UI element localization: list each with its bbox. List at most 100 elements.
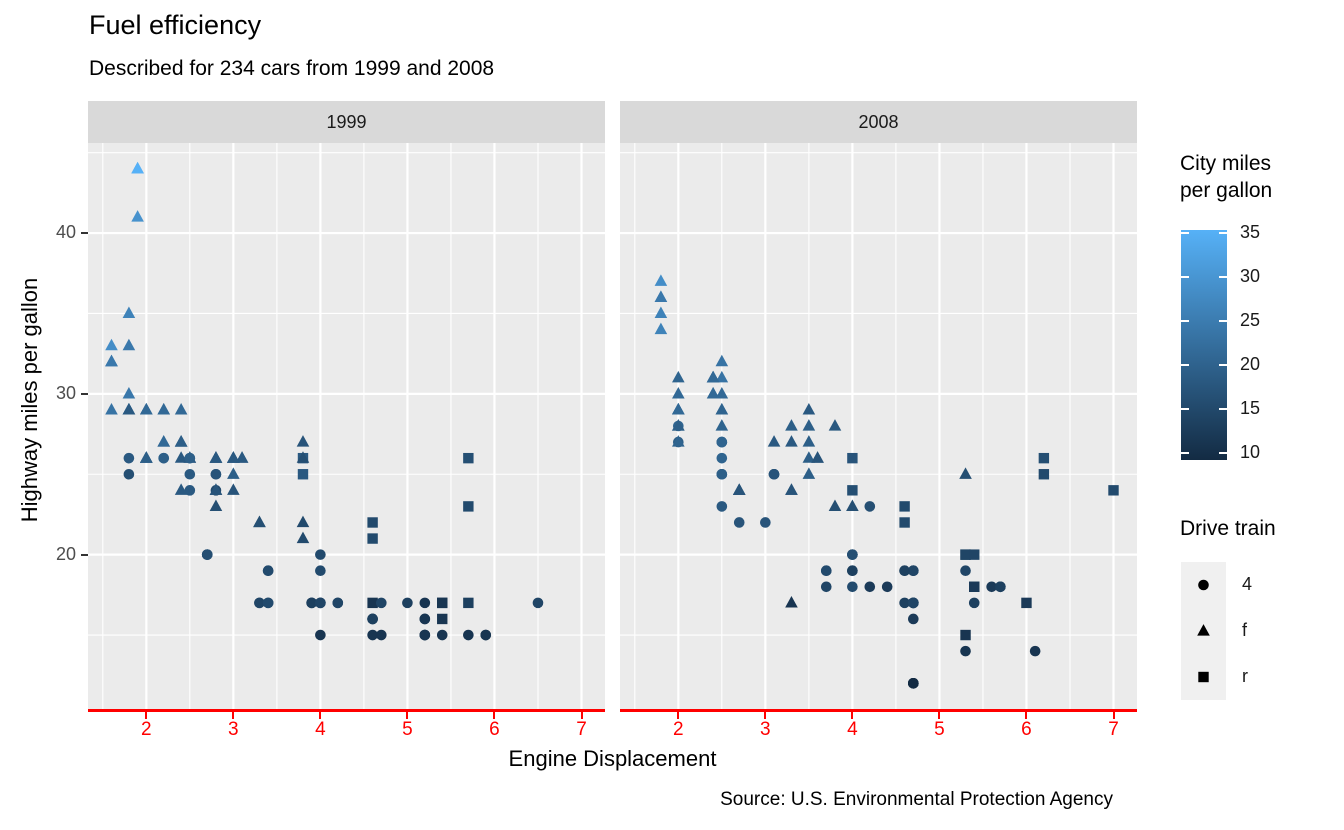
data-point — [785, 419, 798, 431]
data-point — [716, 452, 728, 464]
data-point — [785, 483, 798, 495]
shape-legend-title: Drive train — [1180, 517, 1276, 540]
colorbar-tick — [1181, 408, 1189, 411]
data-point — [315, 549, 326, 560]
data-point — [315, 597, 326, 609]
data-point — [437, 597, 448, 609]
data-point — [899, 565, 910, 577]
data-point — [296, 451, 310, 463]
data-point — [847, 565, 858, 577]
x-axis-tick-label: 5 — [934, 719, 945, 740]
data-point — [419, 613, 431, 625]
data-point — [296, 515, 310, 528]
data-point — [1038, 469, 1050, 480]
data-point — [174, 403, 188, 415]
square-icon — [1198, 671, 1209, 683]
data-point — [706, 386, 720, 399]
data-point — [227, 451, 240, 463]
data-point — [209, 483, 223, 495]
data-point — [437, 613, 448, 625]
data-point — [908, 565, 919, 577]
colorbar-tick-label: 30 — [1240, 266, 1261, 287]
data-point — [785, 435, 798, 447]
data-point — [184, 452, 196, 464]
facet-strip-2008: 2008 — [620, 101, 1137, 143]
data-point — [959, 467, 972, 479]
colorbar-tick — [1219, 408, 1227, 411]
data-point — [306, 597, 317, 609]
data-point — [960, 645, 971, 657]
caption: Source: U.S. Environmental Protection Ag… — [720, 789, 1113, 810]
colorbar-tick-label: 15 — [1240, 398, 1261, 419]
data-point — [131, 161, 144, 174]
data-point — [123, 452, 135, 464]
data-point — [706, 370, 720, 383]
colorbar-tick — [1219, 364, 1227, 367]
y-axis-tick — [81, 392, 88, 395]
x-axis-tick — [1112, 711, 1115, 719]
x-axis-tick — [319, 711, 322, 719]
data-point — [802, 451, 816, 463]
data-point — [376, 629, 387, 641]
data-point — [436, 629, 448, 641]
x-axis-tick-label: 4 — [315, 719, 326, 740]
data-point — [122, 338, 136, 351]
square-glyph — [1198, 671, 1209, 683]
data-point — [262, 565, 274, 577]
x-axis-tick-label: 2 — [673, 719, 684, 740]
data-point — [332, 597, 344, 609]
data-point — [235, 451, 249, 463]
x-axis-tick-label: 7 — [576, 719, 587, 740]
data-point — [828, 499, 842, 511]
x-axis-tick — [677, 711, 680, 719]
x-axis-tick-label: 2 — [141, 719, 152, 740]
y-axis-tick — [81, 553, 88, 556]
colorbar-legend-title: City miles per gallon — [1180, 152, 1273, 202]
data-point — [802, 435, 816, 447]
data-point — [847, 452, 858, 464]
data-point — [732, 483, 746, 495]
data-point — [209, 499, 223, 511]
colorbar-tick — [1219, 232, 1227, 235]
triangle-icon — [1197, 624, 1210, 636]
data-point — [802, 467, 816, 479]
y-axis-tick-label: 30 — [55, 382, 76, 403]
colorbar-tick — [1219, 320, 1227, 323]
facet-panel-1999 — [88, 143, 605, 709]
legend-key-label: 4 — [1242, 574, 1253, 594]
data-point — [367, 597, 378, 609]
data-point — [158, 452, 170, 464]
data-point — [847, 485, 858, 496]
colorbar-tick — [1219, 452, 1227, 455]
data-point — [140, 403, 153, 415]
data-point — [986, 581, 997, 593]
data-point — [672, 386, 685, 399]
data-point — [122, 386, 136, 399]
facet-panel-2008 — [620, 143, 1137, 709]
data-point — [253, 515, 266, 528]
data-point — [367, 613, 378, 625]
data-point — [140, 451, 153, 463]
x-axis-line-2008 — [620, 709, 1137, 712]
circle-icon — [1198, 579, 1209, 591]
data-point — [174, 451, 188, 463]
data-point — [960, 629, 971, 641]
legend-key-r — [1181, 654, 1226, 700]
data-point — [908, 613, 919, 625]
data-point — [672, 419, 685, 431]
data-point — [654, 306, 668, 319]
y-axis-tick-label: 20 — [55, 543, 76, 564]
data-point — [419, 629, 431, 641]
data-point — [672, 403, 685, 415]
data-point — [105, 338, 118, 351]
x-axis-title: Engine Displacement — [508, 746, 717, 771]
data-point — [367, 533, 378, 544]
x-axis-tick-label: 6 — [1021, 719, 1032, 740]
data-point — [847, 549, 858, 560]
circle-glyph — [1198, 579, 1209, 591]
data-point — [969, 581, 980, 592]
data-point — [716, 436, 728, 448]
data-point — [899, 501, 910, 512]
colorbar-tick — [1181, 320, 1189, 323]
x-axis-tick — [851, 711, 854, 719]
